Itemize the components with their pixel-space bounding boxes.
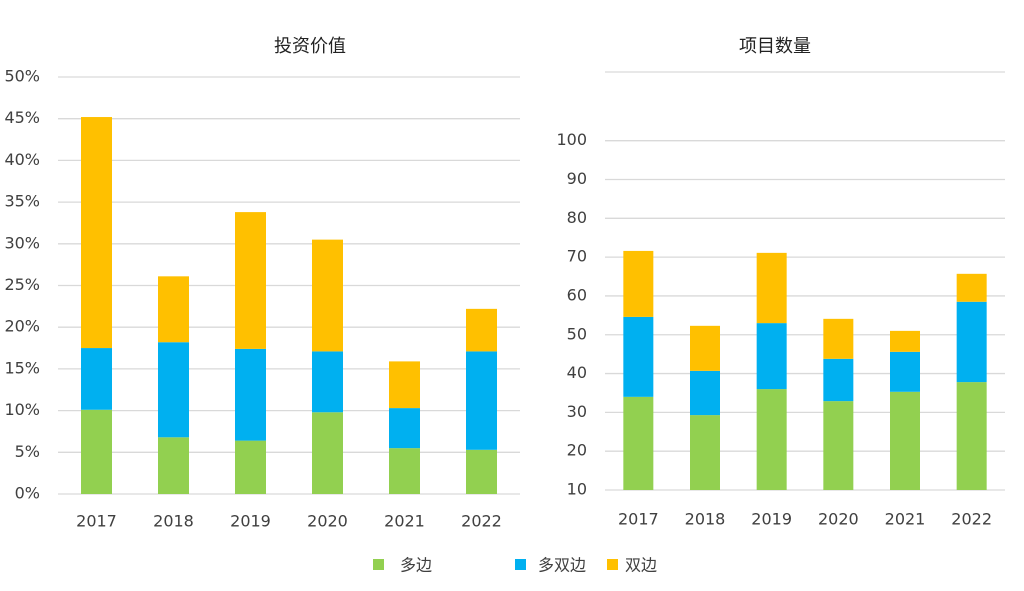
- bar-segment: [756, 252, 787, 324]
- y-tick-label: 30: [567, 402, 587, 421]
- y-tick-label: 0%: [15, 484, 40, 503]
- y-tick-label: 40%: [4, 150, 40, 169]
- x-tick-label: 2020: [818, 510, 859, 529]
- x-tick-label: 2019: [230, 512, 271, 531]
- bar-segment: [466, 449, 497, 494]
- x-tick-label: 2018: [685, 510, 726, 529]
- bar-segment: [81, 117, 112, 349]
- bar-segment: [235, 212, 266, 349]
- legend-swatch: [373, 559, 384, 570]
- bar-segment: [956, 273, 987, 302]
- bar-segment: [312, 412, 343, 494]
- y-tick-label: 25%: [4, 275, 40, 294]
- bar-segment: [823, 358, 854, 402]
- bar-segment: [823, 401, 854, 490]
- bar-segment: [623, 396, 654, 490]
- x-tick-label: 2022: [951, 510, 992, 529]
- bar-segment: [389, 361, 420, 409]
- bar-segment: [823, 318, 854, 359]
- bar-segment: [623, 250, 654, 317]
- x-tick-label: 2019: [751, 510, 792, 529]
- bar-segment: [312, 351, 343, 413]
- y-tick-label: 50%: [4, 67, 40, 86]
- bar-segment: [756, 389, 787, 490]
- legend-label: 双边: [625, 556, 657, 575]
- bar-segment: [81, 348, 112, 410]
- y-tick-label: 30%: [4, 233, 40, 252]
- y-tick-label: 5%: [15, 442, 40, 461]
- y-tick-label: 40: [567, 363, 587, 382]
- legend-swatch: [607, 559, 618, 570]
- bar-segment: [956, 301, 987, 383]
- bar-segment: [312, 239, 343, 352]
- legend-label: 多双边: [538, 556, 586, 575]
- chart-title: 项目数量: [739, 36, 811, 57]
- chart-title: 投资价值: [274, 36, 346, 57]
- bar-segment: [81, 409, 112, 494]
- y-tick-label: 20%: [4, 317, 40, 336]
- y-tick-label: 60: [567, 285, 587, 304]
- bar-segment: [235, 440, 266, 494]
- y-tick-label: 90: [567, 169, 587, 188]
- x-tick-label: 2017: [618, 510, 659, 529]
- bar-segment: [690, 370, 720, 416]
- x-tick-label: 2017: [76, 512, 117, 531]
- bar-segment: [466, 308, 497, 352]
- x-tick-label: 2021: [384, 512, 425, 531]
- bar-segment: [956, 382, 987, 490]
- x-tick-label: 2020: [307, 512, 348, 531]
- legend-label: 多边: [400, 556, 432, 575]
- bar-segment: [235, 348, 266, 441]
- y-tick-label: 10: [567, 480, 587, 499]
- bar-segment: [158, 276, 189, 343]
- bar-segment: [389, 408, 420, 449]
- bar-segment: [890, 351, 920, 392]
- y-tick-label: 100: [556, 130, 587, 149]
- bar-segment: [690, 415, 720, 490]
- y-tick-label: 15%: [4, 358, 40, 377]
- y-tick-label: 20: [567, 441, 587, 460]
- x-tick-label: 2018: [153, 512, 194, 531]
- bar-segment: [158, 437, 189, 494]
- y-tick-label: 45%: [4, 108, 40, 127]
- y-tick-label: 80: [567, 208, 587, 227]
- legend-swatch: [515, 559, 526, 570]
- x-tick-label: 2021: [885, 510, 926, 529]
- x-tick-label: 2022: [461, 512, 502, 531]
- bar-segment: [158, 342, 189, 438]
- y-tick-label: 50: [567, 324, 587, 343]
- bar-segment: [466, 351, 497, 450]
- bar-segment: [389, 448, 420, 494]
- y-tick-label: 10%: [4, 400, 40, 419]
- y-tick-label: 70: [567, 247, 587, 266]
- y-tick-label: 35%: [4, 192, 40, 211]
- bar-segment: [756, 323, 787, 390]
- bar-segment: [623, 316, 654, 397]
- bar-segment: [690, 325, 720, 371]
- bar-segment: [890, 330, 920, 352]
- bar-segment: [890, 391, 920, 490]
